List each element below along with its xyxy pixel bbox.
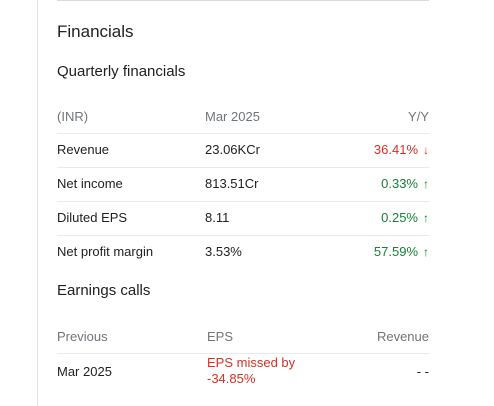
row-change: 36.41% ↓ bbox=[374, 134, 429, 166]
header-period: Mar 2025 bbox=[205, 109, 260, 124]
quarterly-financials-title: Quarterly financials bbox=[57, 63, 186, 80]
eps-result-line2: -34.85% bbox=[207, 371, 256, 386]
eps-result-line1: EPS missed by bbox=[207, 355, 296, 370]
table-row-net-profit-margin: Net profit margin 3.53% 57.59% ↑ bbox=[57, 236, 429, 269]
header-currency: (INR) bbox=[57, 109, 89, 124]
row-label: Net income bbox=[57, 176, 123, 191]
earnings-table-header: Previous EPS Revenue bbox=[57, 321, 429, 354]
row-value: 8.11 bbox=[205, 210, 230, 225]
section-title: Financials bbox=[57, 22, 134, 41]
row-change: 0.33% ↑ bbox=[381, 168, 429, 200]
top-divider bbox=[57, 0, 429, 1]
left-divider bbox=[37, 0, 38, 406]
eps-result: EPS missed by -34.85% bbox=[207, 355, 295, 387]
arrow-up-icon: ↑ bbox=[423, 245, 429, 259]
change-value: 36.41% bbox=[373, 142, 418, 157]
row-change: 0.25% ↑ bbox=[381, 202, 429, 234]
financials-card: Financials Quarterly financials (INR) Ma… bbox=[57, 0, 429, 406]
table-row-revenue: Revenue 23.06KCr 36.41% ↓ bbox=[57, 134, 429, 168]
change-value: 0.25% bbox=[381, 210, 418, 225]
table-row-diluted-eps: Diluted EPS 8.11 0.25% ↑ bbox=[57, 202, 429, 236]
header-yoy: Y/Y bbox=[408, 109, 429, 124]
row-value: 813.51Cr bbox=[205, 176, 259, 191]
table-header: (INR) Mar 2025 Y/Y bbox=[57, 101, 429, 134]
earnings-period: Mar 2025 bbox=[57, 364, 112, 379]
row-value: 23.06KCr bbox=[205, 142, 260, 157]
row-label: Net profit margin bbox=[57, 244, 154, 259]
row-label: Revenue bbox=[57, 142, 110, 157]
table-row-net-income: Net income 813.51Cr 0.33% ↑ bbox=[57, 168, 429, 202]
arrow-down-icon: ↓ bbox=[423, 143, 429, 157]
row-value: 3.53% bbox=[205, 244, 242, 259]
earnings-revenue: - - bbox=[416, 364, 429, 379]
earnings-row: Mar 2025 EPS missed by -34.85% - - bbox=[57, 354, 429, 390]
quarterly-financials-table: (INR) Mar 2025 Y/Y Revenue 23.06KCr 36.4… bbox=[57, 101, 429, 269]
header-revenue: Revenue bbox=[376, 329, 429, 344]
header-eps: EPS bbox=[207, 329, 234, 344]
row-label: Diluted EPS bbox=[57, 210, 128, 225]
change-value: 57.59% bbox=[373, 244, 418, 259]
arrow-up-icon: ↑ bbox=[423, 177, 429, 191]
row-change: 57.59% ↑ bbox=[374, 236, 429, 268]
change-value: 0.33% bbox=[381, 176, 418, 191]
header-previous: Previous bbox=[57, 329, 108, 344]
earnings-calls-title: Earnings calls bbox=[57, 282, 151, 299]
arrow-up-icon: ↑ bbox=[423, 211, 429, 225]
